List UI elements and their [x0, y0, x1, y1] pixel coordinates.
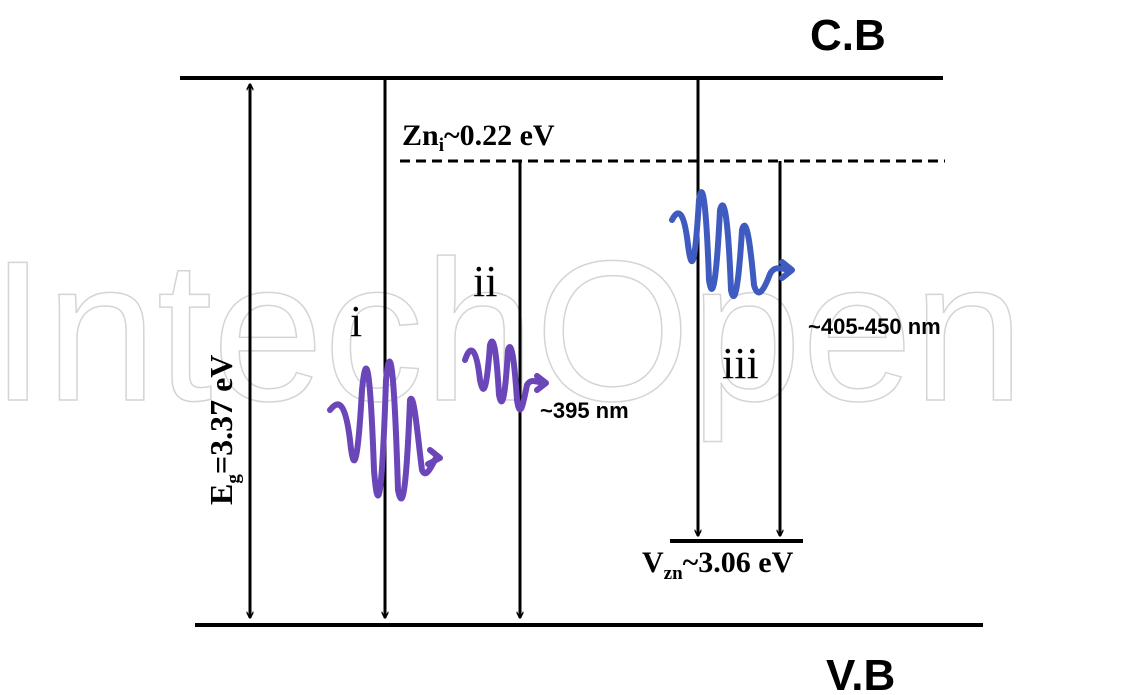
transition-iii-label: iii — [722, 339, 759, 388]
band-gap-subscript: g — [223, 474, 244, 484]
zn-vacancy-value: ~3.06 eV — [683, 546, 794, 579]
zn-interstitial-label: Zni~0.22 eV — [402, 119, 555, 156]
photon-wave-iii-icon — [669, 189, 795, 299]
zn-interstitial-value: ~0.22 eV — [444, 119, 555, 152]
valence-band-label: V.B — [826, 651, 895, 695]
transition-iii-wavelength: ~405-450 nm — [808, 314, 941, 339]
zn-vacancy-symbol: V — [642, 546, 664, 579]
band-gap-label: Eg=3.37 eV — [203, 355, 244, 505]
photon-wave-ii-icon — [462, 338, 549, 413]
band-gap-value: =3.37 eV — [203, 355, 239, 475]
zn-vacancy-label: Vzn~3.06 eV — [642, 546, 794, 584]
transition-ii-label: ii — [473, 257, 497, 306]
zn-vacancy-subscript: zn — [664, 563, 683, 584]
watermark-text: IntechOpen — [0, 220, 1024, 443]
band-gap-symbol: E — [203, 484, 239, 505]
zn-interstitial-subscript: i — [439, 135, 444, 156]
conduction-band-label: C.B — [810, 11, 886, 60]
transition-ii-wavelength: ~395 nm — [540, 398, 629, 423]
transition-i-label: i — [350, 297, 362, 346]
zn-interstitial-symbol: Zn — [402, 119, 439, 152]
photon-wave-i-icon — [327, 358, 443, 502]
